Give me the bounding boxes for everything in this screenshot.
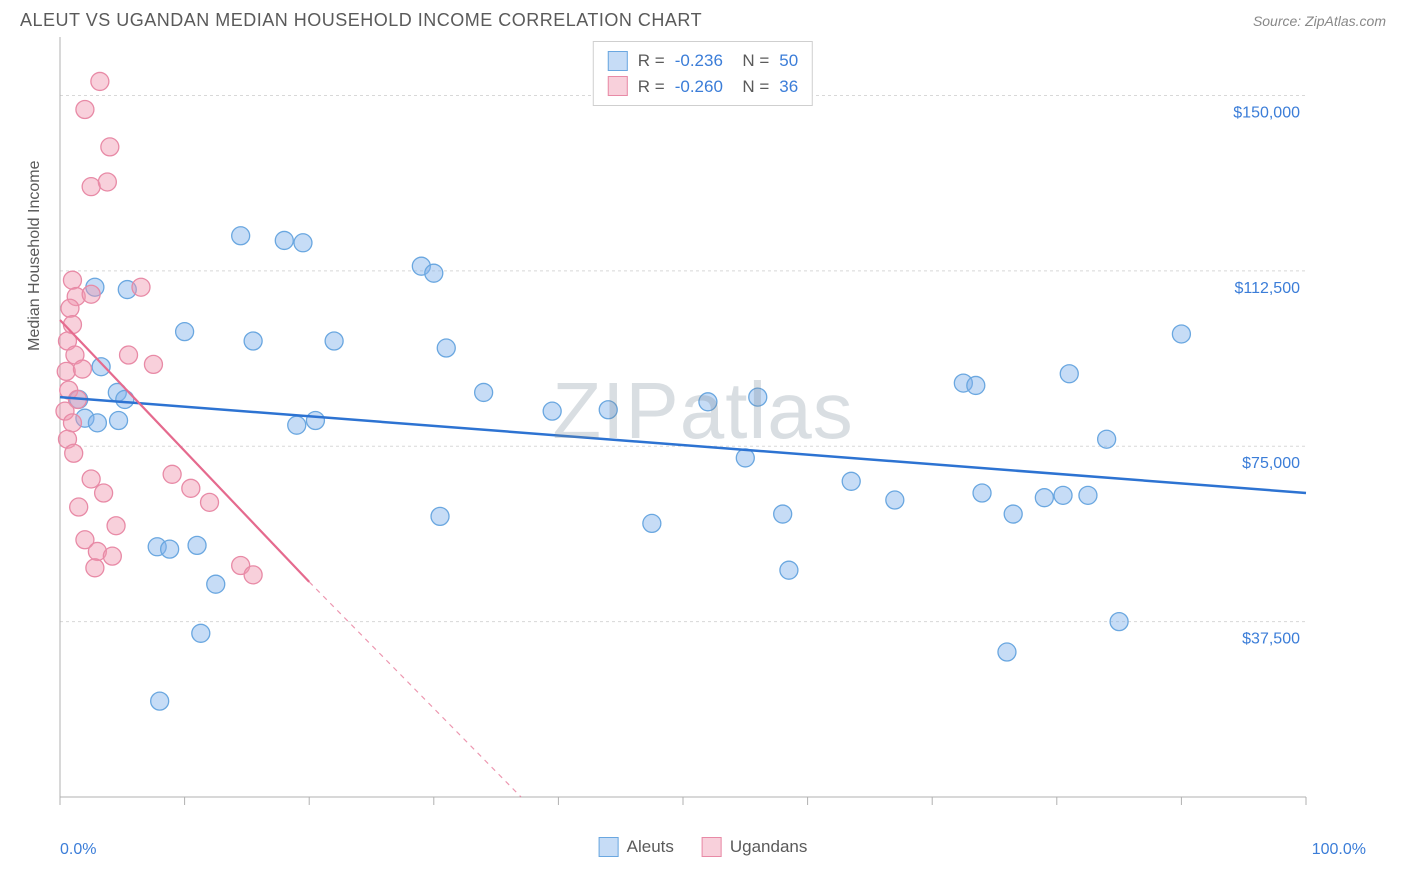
scatter-plot: $37,500 $75,000 $112,500 $150,000 [40, 37, 1366, 817]
xaxis-right-label: 100.0% [1312, 841, 1366, 859]
swatch-aleuts-icon [599, 837, 619, 857]
yaxis-title: Median Household Income [26, 161, 44, 351]
swatch-ugandans [608, 76, 628, 96]
r-value-ugandans: -0.260 [675, 74, 723, 100]
legend-item-ugandans: Ugandans [702, 837, 808, 857]
chart-header: ALEUT VS UGANDAN MEDIAN HOUSEHOLD INCOME… [0, 0, 1406, 37]
legend-label-ugandans: Ugandans [730, 837, 808, 857]
r-label: R = [638, 48, 665, 74]
r-value-aleuts: -0.236 [675, 48, 723, 74]
n-value-ugandans: 36 [779, 74, 798, 100]
svg-text:$37,500: $37,500 [1242, 631, 1300, 648]
swatch-aleuts [608, 51, 628, 71]
chart-title: ALEUT VS UGANDAN MEDIAN HOUSEHOLD INCOME… [20, 10, 702, 31]
legend-item-aleuts: Aleuts [599, 837, 674, 857]
r-label: R = [638, 74, 665, 100]
svg-text:$75,000: $75,000 [1242, 455, 1300, 472]
corr-row-aleuts: R = -0.236 N = 50 [608, 48, 798, 74]
correlation-legend: R = -0.236 N = 50 R = -0.260 N = 36 [593, 41, 813, 106]
chart-area: Median Household Income ZIPatlas $37,500… [40, 37, 1366, 817]
legend-label-aleuts: Aleuts [627, 837, 674, 857]
swatch-ugandans-icon [702, 837, 722, 857]
n-label: N = [733, 74, 769, 100]
n-label: N = [733, 48, 769, 74]
svg-text:$112,500: $112,500 [1234, 280, 1300, 297]
n-value-aleuts: 50 [779, 48, 798, 74]
corr-row-ugandans: R = -0.260 N = 36 [608, 74, 798, 100]
svg-text:$150,000: $150,000 [1233, 104, 1300, 121]
series-legend: Aleuts Ugandans [599, 837, 808, 857]
source-label: Source: ZipAtlas.com [1253, 13, 1386, 29]
xaxis-left-label: 0.0% [60, 841, 96, 859]
